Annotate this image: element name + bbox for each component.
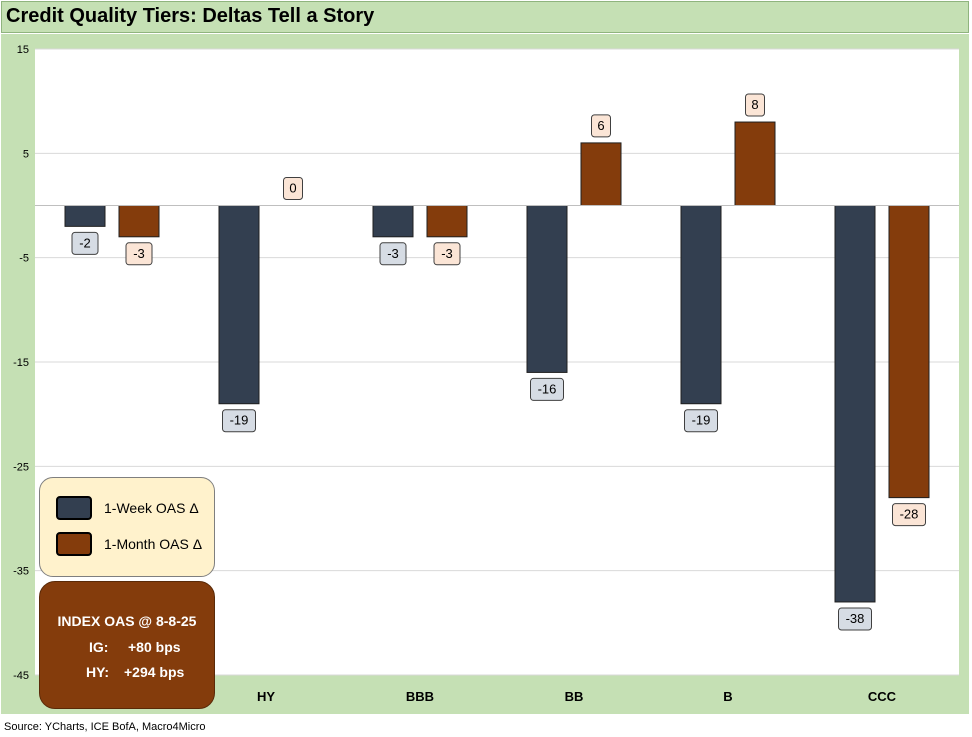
- data-label-box-month: [283, 177, 303, 200]
- bar-week: [218, 205, 260, 405]
- bar-week: [372, 205, 414, 238]
- data-label-box-month: [892, 503, 926, 527]
- data-label-box-month: [125, 242, 153, 266]
- data-label-month: -28: [900, 507, 919, 522]
- data-label-box-month: [745, 93, 765, 117]
- y-tick-label: -15: [13, 357, 29, 369]
- bar-week: [64, 205, 106, 227]
- chart-area: 155-5-15-25-35-45IGHYBBBBBBCCC-2-19-3-16…: [1, 34, 969, 714]
- bar-month: [580, 142, 622, 206]
- index-hy-value: +294 bps: [124, 664, 185, 680]
- y-tick-label: -35: [13, 566, 29, 578]
- bar-month: [426, 205, 468, 238]
- y-tick-label: -5: [19, 253, 29, 265]
- data-label-month: 6: [597, 118, 604, 133]
- y-tick-label: 15: [17, 44, 29, 56]
- bar-week: [834, 205, 876, 603]
- index-hy-label: HY:: [86, 664, 110, 680]
- data-label-box-week: [71, 231, 99, 255]
- y-tick-label: -25: [13, 461, 29, 473]
- bar-month: [734, 121, 776, 206]
- data-label-box-week: [222, 409, 256, 433]
- index-oas-title: INDEX OAS @ 8-8-25: [57, 613, 197, 629]
- data-label-box-week: [530, 377, 564, 401]
- bar-week: [526, 205, 568, 373]
- data-label-week: -2: [79, 235, 91, 250]
- x-category-label: BBB: [406, 689, 434, 704]
- data-label-box-month: [433, 242, 461, 266]
- data-label-week: -19: [692, 413, 711, 428]
- bar-month: [888, 205, 930, 499]
- data-label-box-month: [591, 114, 611, 138]
- data-label-week: -3: [387, 246, 399, 261]
- index-oas-box: INDEX OAS @ 8-8-25 IG: +80 bps HY: +294 …: [39, 581, 215, 709]
- data-label-week: -16: [538, 381, 557, 396]
- legend-label-week: 1-Week OAS Δ: [104, 500, 199, 516]
- x-category-label: B: [723, 689, 732, 704]
- data-label-week: -38: [846, 611, 865, 626]
- data-label-month: -3: [441, 246, 453, 261]
- bar-month: [118, 205, 160, 238]
- index-ig-value: +80 bps: [128, 639, 181, 655]
- x-category-label: CCC: [868, 689, 897, 704]
- data-label-week: -19: [230, 413, 249, 428]
- data-label-box-week: [684, 409, 718, 433]
- x-category-label: HY: [257, 689, 275, 704]
- legend-swatch-week: [56, 496, 92, 520]
- source-note: Source: YCharts, ICE BofA, Macro4Micro: [4, 721, 206, 733]
- data-label-box-week: [379, 242, 407, 266]
- legend: 1-Week OAS Δ 1-Month OAS Δ: [39, 477, 215, 577]
- y-tick-label: 5: [23, 148, 29, 160]
- title-bar: Credit Quality Tiers: Deltas Tell a Stor…: [1, 1, 969, 33]
- legend-swatch-month: [56, 532, 92, 556]
- data-label-month: 8: [751, 97, 758, 112]
- chart-title: Credit Quality Tiers: Deltas Tell a Stor…: [6, 5, 375, 27]
- data-label-box-week: [838, 607, 872, 631]
- data-label-month: -3: [133, 246, 145, 261]
- data-label-month: 0: [289, 181, 296, 196]
- x-category-label: BB: [565, 689, 584, 704]
- bar-week: [680, 205, 722, 405]
- legend-label-month: 1-Month OAS Δ: [104, 536, 203, 552]
- index-ig-label: IG:: [89, 639, 109, 655]
- y-tick-label: -45: [13, 670, 29, 682]
